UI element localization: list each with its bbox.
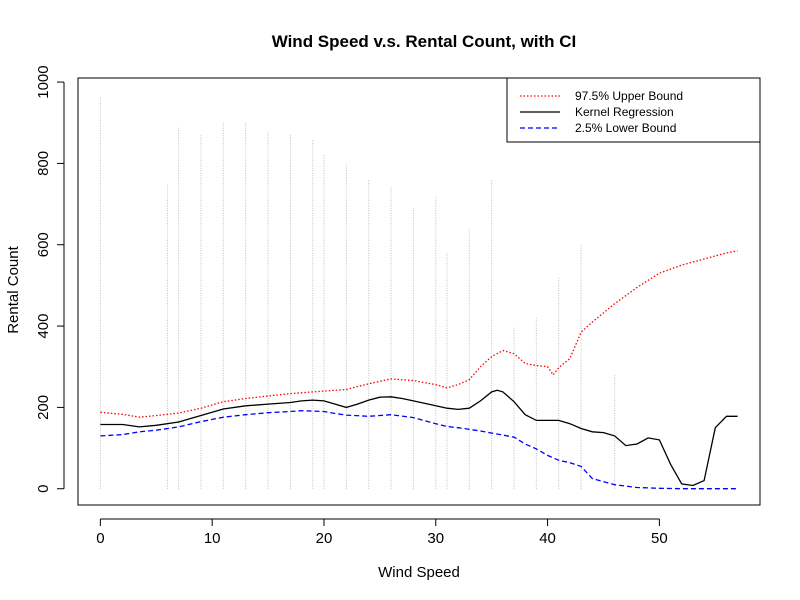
x-tick-label: 10 <box>204 530 221 547</box>
series-line <box>100 250 738 418</box>
x-tick-label: 0 <box>96 530 104 547</box>
legend: 97.5% Upper Bound Kernel Regression 2.5% L… <box>506 77 761 143</box>
legend-box <box>506 77 761 143</box>
y-tick-label: 1000 <box>35 65 52 98</box>
series-line <box>100 389 738 487</box>
chart-title: Wind Speed v.s. Rental Count, with CI <box>272 32 577 51</box>
x-tick-label: 50 <box>651 530 668 547</box>
legend-label: 2.5% Lower Bound <box>575 121 676 135</box>
plot-frame <box>77 77 761 506</box>
y-tick-label: 200 <box>35 395 52 420</box>
y-tick-label: 0 <box>35 485 52 493</box>
y-axis-label: Rental Count <box>5 245 22 333</box>
series-line <box>100 410 738 490</box>
y-tick-label: 600 <box>35 232 52 257</box>
legend-label: 97.5% Upper Bound <box>575 89 683 103</box>
series-lines <box>100 250 738 490</box>
x-tick-label: 20 <box>316 530 333 547</box>
x-axis: 0 10 20 30 40 50 <box>96 518 668 547</box>
scatter-points <box>99 96 616 489</box>
x-tick-label: 30 <box>427 530 444 547</box>
x-tick-label: 40 <box>539 530 556 547</box>
x-axis-label: Wind Speed <box>378 564 460 581</box>
y-axis: 0 200 400 600 800 1000 <box>35 65 65 493</box>
y-tick-label: 400 <box>35 314 52 339</box>
legend-label: Kernel Regression <box>575 105 674 119</box>
y-tick-label: 800 <box>35 151 52 176</box>
